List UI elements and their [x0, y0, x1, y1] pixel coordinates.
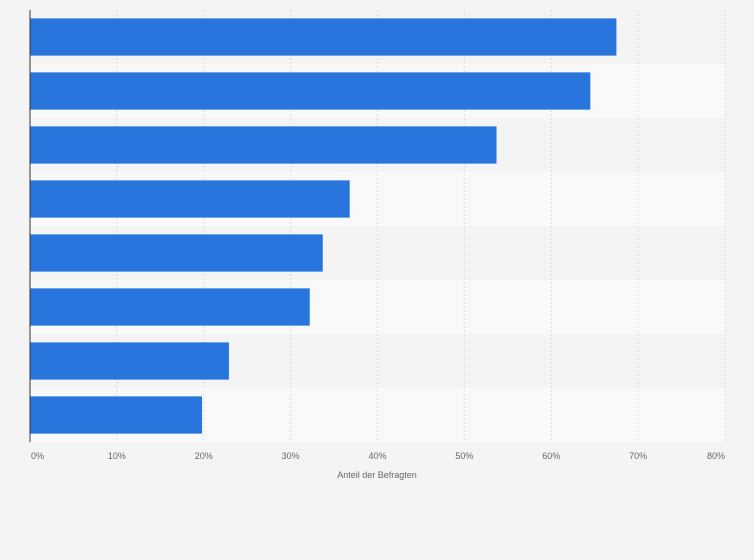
x-tick-label: 40% [368, 451, 386, 461]
x-tick-label: 10% [108, 451, 126, 461]
x-axis-title: Anteil der Befragten [337, 470, 417, 480]
x-tick-label: 30% [282, 451, 300, 461]
bar[interactable] [30, 396, 203, 434]
x-tick-label: 70% [629, 451, 647, 461]
x-tick-label: 50% [455, 451, 473, 461]
bar[interactable] [30, 342, 229, 380]
x-tick-label: 0% [31, 451, 44, 461]
bar[interactable] [30, 234, 323, 272]
bars [30, 18, 617, 434]
bar[interactable] [30, 288, 310, 326]
bar[interactable] [30, 72, 591, 110]
x-tick-label: 20% [195, 451, 213, 461]
bar[interactable] [30, 180, 350, 218]
bar[interactable] [30, 18, 617, 56]
x-tick-label: 60% [542, 451, 560, 461]
x-tick-label: 80% [707, 451, 725, 461]
bar[interactable] [30, 126, 497, 164]
x-tick-labels: 0% 10% 20% 30% 40% 50% 60% 70% 80% [31, 451, 725, 461]
